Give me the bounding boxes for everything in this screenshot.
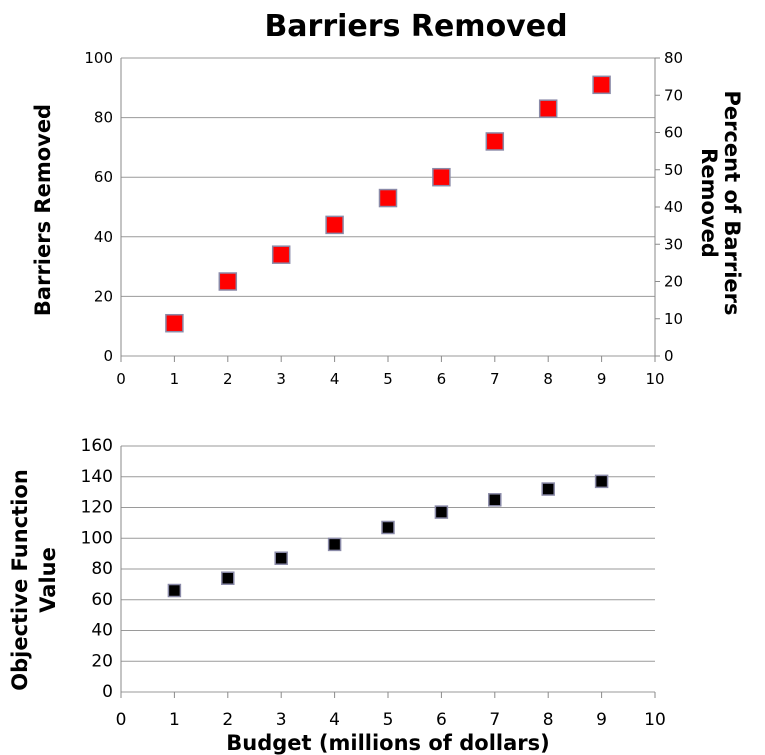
y2-tick-label: 50 xyxy=(664,161,683,179)
y-tick-label: 40 xyxy=(91,621,113,641)
data-point xyxy=(165,313,184,333)
series-points xyxy=(167,474,609,598)
y-tick-label: 60 xyxy=(91,590,113,610)
x-tick-label: 3 xyxy=(276,370,286,388)
y2-tick-label: 10 xyxy=(664,310,683,328)
series-points xyxy=(165,75,611,333)
x-tick-label: 10 xyxy=(644,710,666,730)
data-point xyxy=(218,272,238,291)
data-point xyxy=(378,188,398,208)
x-tick-label: 4 xyxy=(329,710,340,730)
y-tick-label: 20 xyxy=(94,287,113,305)
y-tick-label: 60 xyxy=(94,168,113,186)
gridlines xyxy=(120,57,656,357)
y-axis-left: 0 20 40 60 80 100 120 140 160 xyxy=(81,436,113,702)
x-tick-label: 5 xyxy=(383,710,394,730)
y-tick-label: 100 xyxy=(84,49,113,67)
objective-function-chart: 0 20 40 60 80 100 120 140 160 0 1 2 3 4 5 6 7 8 9 10 Objec… xyxy=(8,436,666,755)
y2-axis-label-line1: Percent of Barriers xyxy=(720,90,744,315)
y-tick-label: 0 xyxy=(102,682,113,702)
y-tick-label: 40 xyxy=(94,228,113,246)
data-point xyxy=(541,482,555,496)
x-tick-label: 10 xyxy=(645,370,664,388)
x-tick-label: 2 xyxy=(223,370,233,388)
y-tick-label: 20 xyxy=(91,651,113,671)
data-point xyxy=(594,474,609,489)
y-axis-label-line1: Objective Function xyxy=(8,469,32,691)
data-point xyxy=(432,167,451,187)
x-tick-label: 9 xyxy=(596,710,607,730)
y-tick-label: 160 xyxy=(81,436,113,456)
y-tick-label: 120 xyxy=(81,498,113,518)
x-tick-label: 1 xyxy=(169,710,180,730)
x-tick-label: 2 xyxy=(222,710,233,730)
y2-axis-label-line2: Removed xyxy=(697,148,721,258)
data-point xyxy=(271,245,291,264)
x-tick-label: 1 xyxy=(170,370,180,388)
x-axis: 0 1 2 3 4 5 6 7 8 9 10 xyxy=(116,692,666,730)
x-tick-label: 4 xyxy=(330,370,340,388)
x-tick-label: 3 xyxy=(276,710,287,730)
y-tick-label: 80 xyxy=(91,559,113,579)
y2-tick-label: 20 xyxy=(664,273,683,291)
y2-tick-label: 0 xyxy=(664,347,674,365)
data-point xyxy=(538,99,558,118)
x-axis: 0 1 2 3 4 5 6 7 8 9 10 xyxy=(116,356,665,388)
x-tick-label: 6 xyxy=(437,370,447,388)
y2-tick-label: 70 xyxy=(664,86,683,104)
data-point xyxy=(327,537,342,552)
x-tick-label: 8 xyxy=(543,710,554,730)
data-point xyxy=(434,505,449,519)
data-point xyxy=(167,583,182,598)
x-tick-label: 0 xyxy=(116,710,127,730)
x-tick-label: 7 xyxy=(490,370,500,388)
x-tick-label: 9 xyxy=(597,370,607,388)
y2-tick-label: 30 xyxy=(664,235,683,253)
y-axis-left: 0 20 40 60 80 100 xyxy=(84,49,113,365)
y2-tick-label: 60 xyxy=(664,124,683,142)
y-axis-label-line2: Value xyxy=(36,547,60,613)
y-axis-label: Barriers Removed xyxy=(31,104,55,316)
y-tick-label: 100 xyxy=(81,528,113,548)
data-point xyxy=(325,215,344,235)
x-tick-label: 5 xyxy=(383,370,393,388)
chart-title: Barriers Removed xyxy=(264,9,567,44)
x-tick-label: 0 xyxy=(116,370,126,388)
data-point xyxy=(488,493,502,507)
x-axis-label: Budget (millions of dollars) xyxy=(226,731,549,755)
y-axis-label: Objective Function Value xyxy=(8,469,60,691)
y2-tick-label: 40 xyxy=(664,198,683,216)
data-point xyxy=(381,520,395,535)
y-tick-label: 80 xyxy=(94,109,113,127)
y-tick-label: 0 xyxy=(103,347,113,365)
y-axis-right: 0 10 20 30 40 50 60 70 80 xyxy=(655,49,683,365)
data-point xyxy=(221,571,235,585)
y-tick-label: 140 xyxy=(81,467,113,487)
y2-axis-label: Percent of Barriers Removed xyxy=(697,90,744,315)
y2-tick-label: 80 xyxy=(664,49,683,67)
x-tick-label: 8 xyxy=(543,370,553,388)
data-point xyxy=(592,75,611,95)
gridlines xyxy=(120,445,655,693)
x-tick-label: 6 xyxy=(436,710,447,730)
x-tick-label: 7 xyxy=(489,710,500,730)
data-point xyxy=(274,551,288,565)
data-point xyxy=(485,132,505,151)
